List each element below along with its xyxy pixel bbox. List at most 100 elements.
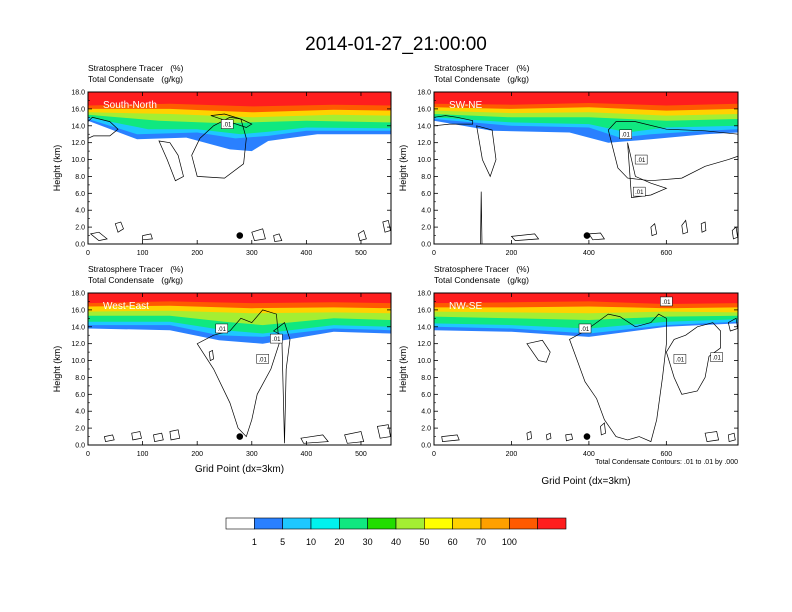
y-tick-label: 10.0 xyxy=(417,358,431,365)
condensate-contour xyxy=(545,432,552,441)
x-tick-label: 200 xyxy=(191,250,203,257)
location-marker xyxy=(583,433,591,440)
condensate-contour xyxy=(196,309,280,438)
condensate-contour xyxy=(88,116,119,139)
x-tick-label: 400 xyxy=(583,250,595,257)
condensate-contour xyxy=(526,430,532,441)
colorbar-swatch xyxy=(480,517,510,530)
y-tick-label: 0.0 xyxy=(75,242,85,249)
colorbar-label: 60 xyxy=(448,537,458,547)
chart-panel-1: .01 South-North Stratosphere Tracer (%)Tot… xyxy=(52,63,392,257)
panel-title-2: Total Condensate (g/kg) xyxy=(88,275,183,285)
y-tick-label: 6.0 xyxy=(421,191,431,198)
contour-label: .01 xyxy=(710,352,723,362)
contour-label: .01 xyxy=(673,354,687,364)
contour-label: .01 xyxy=(619,129,632,139)
x-tick-label: 600 xyxy=(661,250,673,257)
y-tick-label: 16.0 xyxy=(71,106,85,113)
y-tick-label: 12.0 xyxy=(71,341,85,348)
colorbar-label: 5 xyxy=(280,537,285,547)
panel-label: SW-NE xyxy=(449,100,482,111)
condensate-contour xyxy=(569,313,667,443)
y-tick-label: 6.0 xyxy=(421,392,431,399)
chart-panel-2: .01 .01 .01 SW-NE Stratosphere Tracer (%)Tot… xyxy=(398,63,739,257)
colorbar-swatch xyxy=(509,517,538,530)
y-tick-label: 10.0 xyxy=(417,157,431,164)
condensate-contour xyxy=(565,433,574,442)
y-tick-label: 12.0 xyxy=(417,140,431,147)
y-axis-label: Height (km) xyxy=(398,145,408,192)
panel-title-2: Total Condensate (g/kg) xyxy=(434,74,529,84)
condensate-contour xyxy=(300,434,329,444)
y-tick-label: 18.0 xyxy=(417,90,431,97)
y-tick-label: 14.0 xyxy=(417,324,431,331)
condensate-contour xyxy=(650,223,658,237)
condensate-contour xyxy=(153,432,164,443)
colorbar-label: 10 xyxy=(306,537,316,547)
colorbar: 1 5 10 20 30 40 50 60 70 100 xyxy=(225,517,567,547)
y-tick-label: 10.0 xyxy=(71,157,85,164)
colorbar-swatch xyxy=(537,517,567,530)
svg-text:.01: .01 xyxy=(713,356,722,362)
location-marker xyxy=(236,232,244,239)
y-tick-label: 18.0 xyxy=(71,291,85,298)
condensate-contour xyxy=(251,228,266,241)
condensate-contour xyxy=(273,233,283,242)
svg-text:.01: .01 xyxy=(223,123,232,129)
y-tick-label: 2.0 xyxy=(75,426,85,433)
x-tick-label: 200 xyxy=(191,451,203,458)
condensate-contour xyxy=(681,219,689,235)
contour-label: .01 xyxy=(660,296,673,307)
tracer-layer-100 xyxy=(88,92,391,107)
panel-title-2: Total Condensate (g/kg) xyxy=(88,74,183,84)
y-tick-label: 14.0 xyxy=(71,324,85,331)
y-tick-label: 18.0 xyxy=(417,291,431,298)
y-tick-label: 8.0 xyxy=(75,375,85,382)
svg-text:.01: .01 xyxy=(272,337,281,343)
contour-label: .01 xyxy=(220,119,234,129)
colorbar-label: 100 xyxy=(502,537,517,547)
chart-panel-3: .01 .01 .01 West-East Stratosphere Tracer (%… xyxy=(52,264,392,475)
x-tick-label: 0 xyxy=(432,250,436,257)
tracer-layer-100 xyxy=(88,293,391,304)
colorbar-swatch xyxy=(339,517,368,530)
svg-text:.01: .01 xyxy=(635,190,644,196)
svg-text:.01: .01 xyxy=(622,133,631,139)
condensate-contour xyxy=(169,429,181,441)
y-tick-label: 16.0 xyxy=(417,307,431,314)
condensate-contour xyxy=(480,191,483,244)
svg-text:.01: .01 xyxy=(676,357,685,363)
x-tick-label: 400 xyxy=(301,250,313,257)
condensate-contour xyxy=(526,339,551,363)
condensate-contour xyxy=(700,221,707,233)
colorbar-swatch xyxy=(452,517,482,530)
y-tick-label: 16.0 xyxy=(417,106,431,113)
x-tick-label: 200 xyxy=(506,451,518,458)
y-tick-label: 10.0 xyxy=(71,358,85,365)
panel-label: South-North xyxy=(103,100,157,111)
y-tick-label: 12.0 xyxy=(71,140,85,147)
svg-text:.01: .01 xyxy=(662,300,671,306)
panel-title-1: Stratosphere Tracer (%) xyxy=(434,63,530,73)
panel-title-2: Total Condensate (g/kg) xyxy=(434,275,529,285)
condensate-contour xyxy=(114,221,124,233)
contour-label: .01 xyxy=(634,154,648,165)
x-tick-label: 400 xyxy=(583,451,595,458)
colorbar-label: 20 xyxy=(334,537,344,547)
page-title: 2014-01-27_21:00:00 xyxy=(305,34,487,55)
y-tick-label: 6.0 xyxy=(75,392,85,399)
y-tick-label: 8.0 xyxy=(75,174,85,181)
x-tick-label: 0 xyxy=(86,451,90,458)
condensate-contour xyxy=(627,142,668,198)
tracer-layer-100 xyxy=(434,92,738,106)
y-tick-label: 18.0 xyxy=(71,90,85,97)
x-tick-label: 0 xyxy=(432,451,436,458)
contour-label: .01 xyxy=(256,354,269,364)
contour-label: .01 xyxy=(578,323,592,334)
colorbar-swatch xyxy=(424,517,453,530)
panel-title-1: Stratosphere Tracer (%) xyxy=(434,264,530,274)
y-tick-label: 4.0 xyxy=(75,409,85,416)
y-tick-label: 4.0 xyxy=(75,208,85,215)
location-marker xyxy=(236,433,244,440)
colorbar-swatch xyxy=(395,517,425,530)
